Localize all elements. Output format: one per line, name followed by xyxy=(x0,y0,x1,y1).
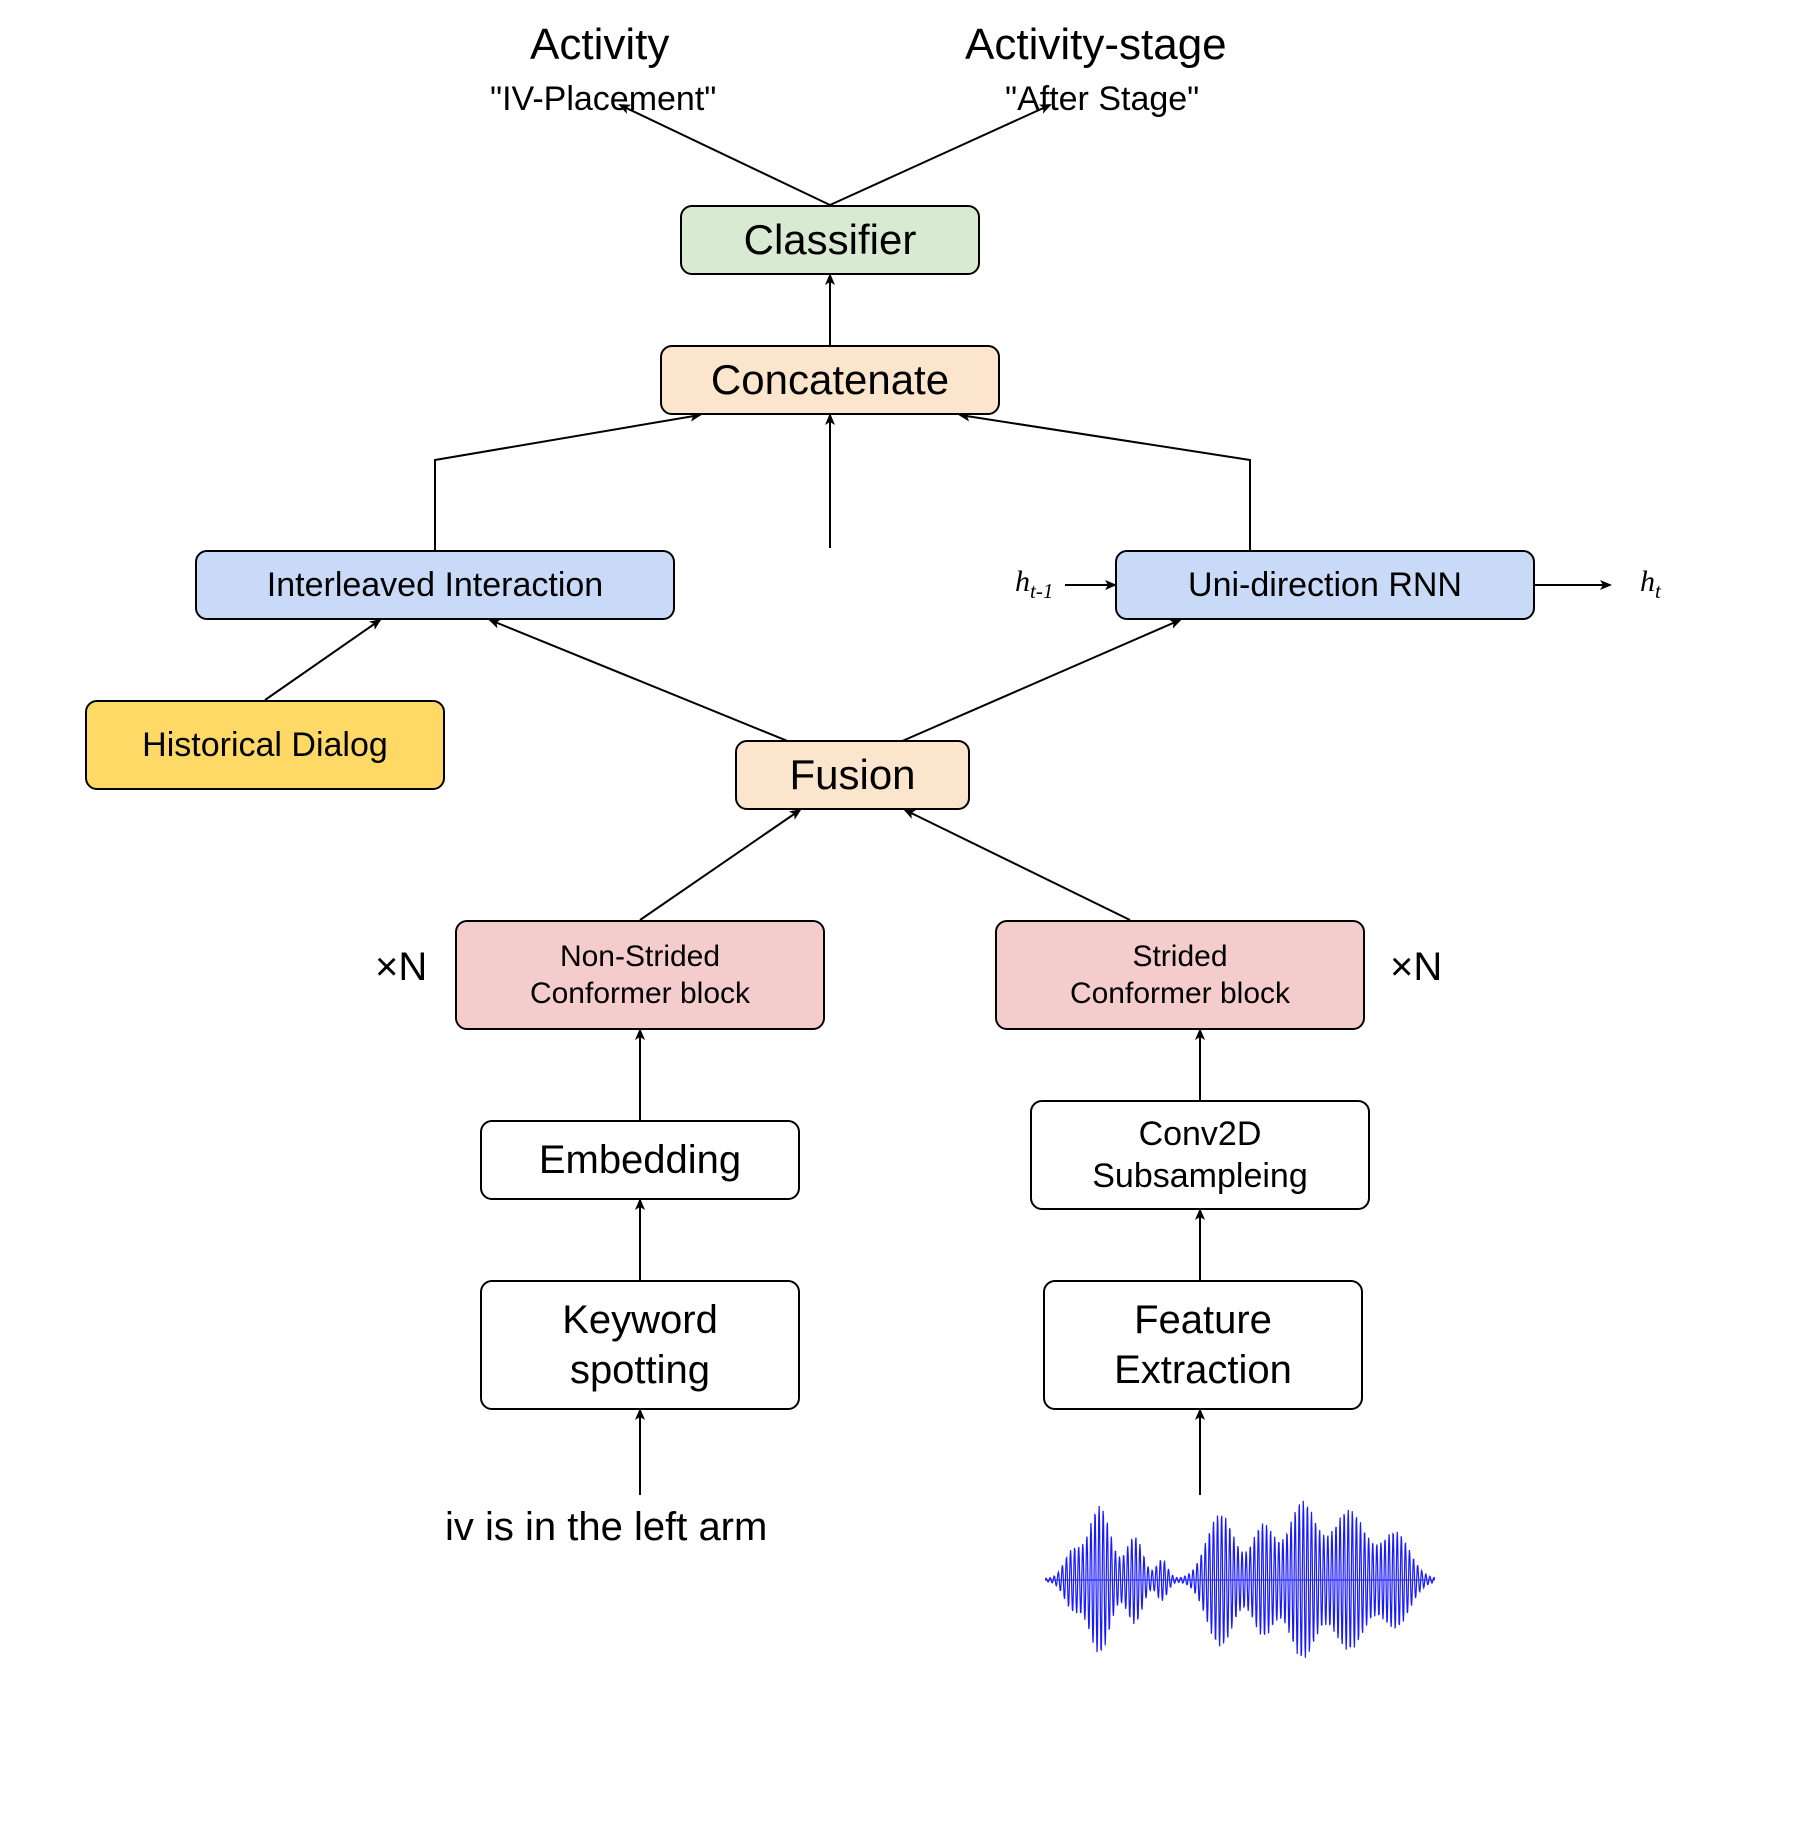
waveform-icon xyxy=(1045,1495,1435,1665)
strided-label: StridedConformer block xyxy=(1070,938,1290,1013)
embedding-label: Embedding xyxy=(539,1135,741,1185)
conv2d-label: Conv2DSubsampleing xyxy=(1092,1113,1307,1198)
keyword-label: Keywordspotting xyxy=(562,1295,718,1395)
nonstrided-block: Non-StridedConformer block xyxy=(455,920,825,1030)
rnn-label: Uni-direction RNN xyxy=(1188,564,1462,607)
interleaved-label: Interleaved Interaction xyxy=(267,564,603,607)
embedding-block: Embedding xyxy=(480,1120,800,1200)
interleaved-block: Interleaved Interaction xyxy=(195,550,675,620)
concatenate-block: Concatenate xyxy=(660,345,1000,415)
activity-stage-value: "After Stage" xyxy=(1005,80,1199,119)
h-t-label: ht xyxy=(1640,565,1661,604)
activity-stage-title: Activity-stage xyxy=(965,20,1227,70)
nonstrided-label: Non-StridedConformer block xyxy=(530,938,750,1013)
input-text-label: iv is in the left arm xyxy=(445,1505,767,1550)
activity-title: Activity xyxy=(530,20,669,70)
activity-value: "IV-Placement" xyxy=(490,80,716,119)
concatenate-label: Concatenate xyxy=(711,354,949,407)
arrows-layer xyxy=(0,0,1800,1841)
fusion-block: Fusion xyxy=(735,740,970,810)
rnn-block: Uni-direction RNN xyxy=(1115,550,1535,620)
fusion-label: Fusion xyxy=(789,749,915,802)
xn-right-label: ×N xyxy=(1390,945,1442,990)
xn-left-label: ×N xyxy=(375,945,427,990)
classifier-block: Classifier xyxy=(680,205,980,275)
historical-block: Historical Dialog xyxy=(85,700,445,790)
keyword-block: Keywordspotting xyxy=(480,1280,800,1410)
strided-block: StridedConformer block xyxy=(995,920,1365,1030)
featext-block: FeatureExtraction xyxy=(1043,1280,1363,1410)
historical-label: Historical Dialog xyxy=(142,724,388,767)
featext-label: FeatureExtraction xyxy=(1114,1295,1292,1395)
h-t-minus-1-label: ht-1 xyxy=(1015,565,1053,604)
classifier-label: Classifier xyxy=(744,214,917,267)
conv2d-block: Conv2DSubsampleing xyxy=(1030,1100,1370,1210)
